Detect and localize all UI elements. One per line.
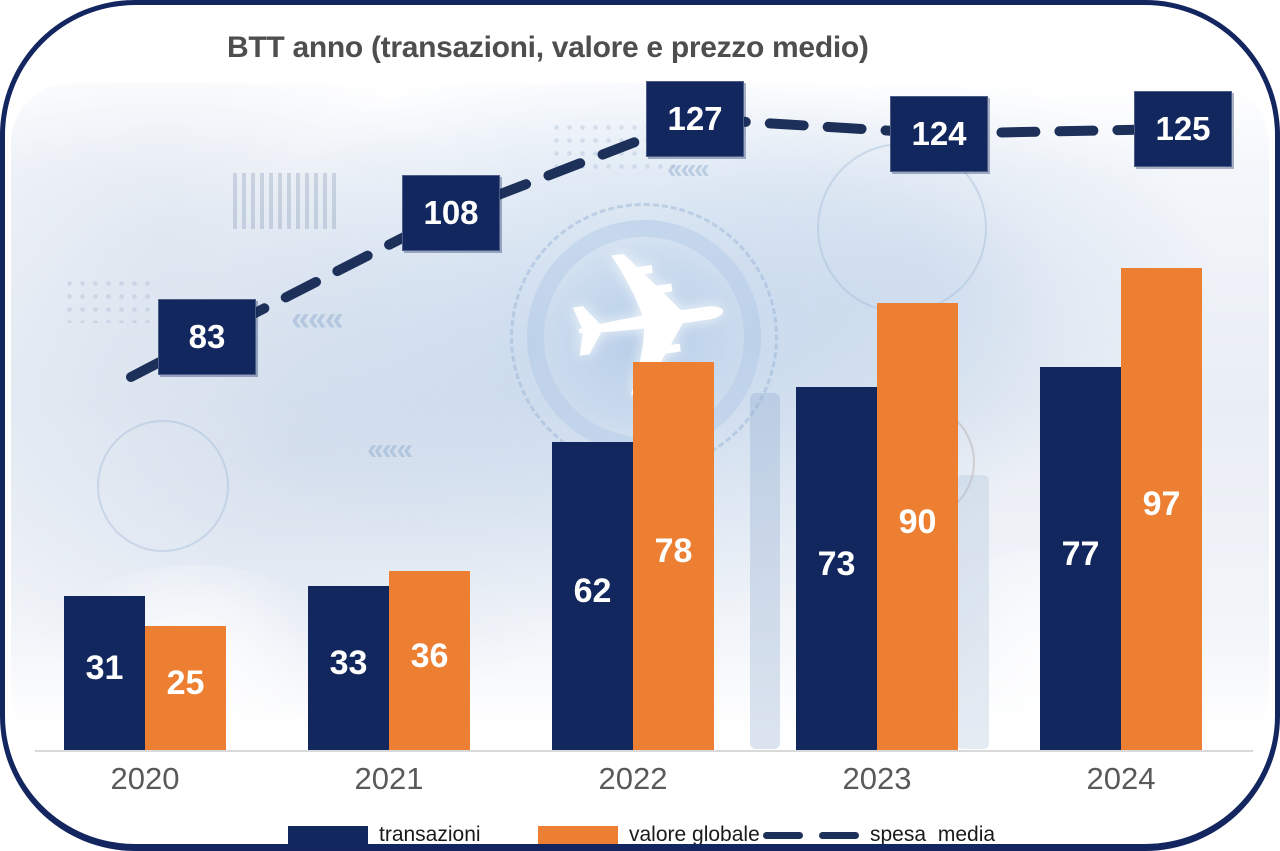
x-axis-label-2023: 2023 — [842, 761, 912, 796]
legend-swatch-transazioni — [288, 825, 368, 844]
bar-transazioni-2024 — [1040, 367, 1121, 750]
bar-valore-globale-2021 — [389, 571, 470, 750]
bar-valore-globale-2022 — [633, 362, 714, 750]
legend-item-valore-globale: valore globale — [538, 823, 760, 846]
x-axis-label-2021: 2021 — [354, 761, 424, 796]
bar-value-valore-globale-2024: 97 — [1142, 485, 1181, 523]
legend-label-valore-globale: valore globale — [629, 823, 760, 846]
bar-value-valore-globale-2021: 36 — [410, 636, 449, 675]
bar-value-transazioni-2020: 31 — [85, 649, 124, 687]
bar-value-transazioni-2021: 33 — [329, 644, 368, 682]
legend-swatch-valore-globale — [538, 825, 618, 844]
legend-label-transazioni: transazioni — [379, 823, 481, 846]
barcode-decoration-icon — [233, 173, 341, 229]
spesa-media-value-box-2022: 127 — [646, 80, 744, 157]
x-axis-label-2020: 2020 — [110, 761, 180, 796]
background-dots — [63, 277, 155, 323]
bar-value-valore-globale-2023: 90 — [898, 502, 937, 541]
spesa-media-value-box-2023: 124 — [890, 95, 988, 172]
background-column — [957, 475, 989, 749]
x-axis-label-2022: 2022 — [598, 761, 668, 796]
bar-transazioni-2020 — [64, 596, 145, 750]
spesa-media-value-box-2024: 125 — [1134, 90, 1232, 167]
legend-label-spesa-media: spesa media — [870, 823, 996, 846]
bar-transazioni-2023 — [796, 387, 877, 750]
bar-value-transazioni-2022: 62 — [573, 572, 612, 610]
x-axis-label-2024: 2024 — [1086, 761, 1156, 796]
bar-valore-globale-2020 — [145, 626, 226, 750]
background-circle — [97, 420, 229, 552]
chart-title: BTT anno (transazioni, valore e prezzo m… — [227, 31, 869, 64]
bar-value-valore-globale-2022: 78 — [654, 532, 693, 570]
background-column — [750, 393, 780, 749]
spesa-media-value-box-2021: 108 — [402, 175, 500, 252]
bar-transazioni-2022 — [552, 442, 633, 750]
x-axis-line — [35, 750, 1253, 752]
bar-transazioni-2021 — [308, 586, 389, 750]
chevrons-decoration: ««« — [291, 300, 344, 338]
legend-item-transazioni: transazioni — [288, 823, 481, 846]
chevrons-decoration: ««« — [667, 153, 710, 184]
bar-value-valore-globale-2020: 25 — [166, 664, 205, 702]
spesa-media-value-box-2020: 83 — [158, 299, 256, 376]
legend-item-spesa-media: spesa media — [763, 823, 996, 846]
chevrons-decoration: ««« — [367, 433, 413, 466]
bar-value-transazioni-2023: 73 — [817, 544, 856, 583]
bar-value-transazioni-2024: 77 — [1061, 534, 1100, 573]
legend-dash-icon — [763, 831, 803, 839]
legend-dash-icon — [819, 831, 859, 839]
